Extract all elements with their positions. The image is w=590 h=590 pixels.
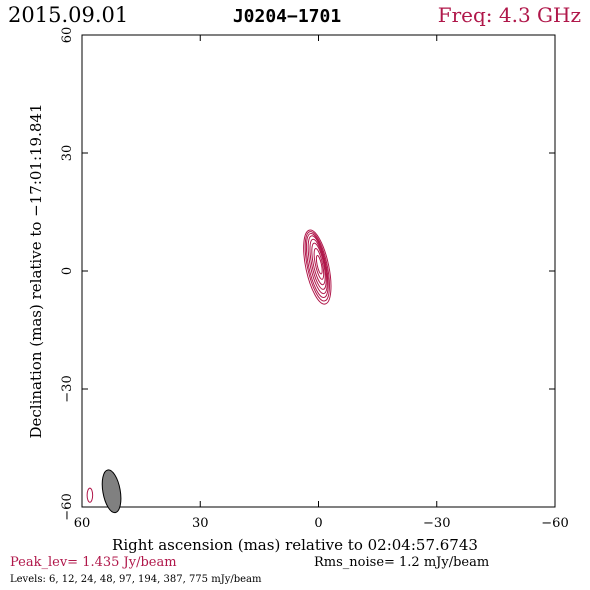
rms-noise: Rms_noise= 1.2 mJy/beam	[314, 555, 489, 570]
contour-line	[311, 242, 326, 286]
observation-date: 2015.09.01	[8, 3, 128, 27]
contour-line	[307, 235, 328, 295]
contour-line	[315, 254, 323, 275]
x-tick-label: 30	[192, 516, 209, 531]
contour-line	[313, 248, 325, 280]
restoring-beam-marker	[86, 487, 94, 503]
x-axis-label: Right ascension (mas) relative to 02:04:…	[112, 536, 478, 554]
y-tick-label: −30	[60, 375, 75, 402]
source-name: J0204−1701	[233, 6, 341, 27]
y-axis-label: Declination (mas) relative to −17:01:19.…	[27, 103, 45, 438]
contour-line	[309, 238, 327, 290]
source-contours	[303, 229, 332, 305]
beam-ellipse	[101, 469, 122, 514]
contour-levels: Levels: 6, 12, 24, 48, 97, 194, 387, 775…	[10, 574, 262, 585]
contour-line	[304, 231, 330, 302]
x-tick-label: −30	[423, 516, 450, 531]
contour-line	[305, 233, 329, 298]
y-tick-label: 30	[60, 145, 75, 162]
y-tick-label: 0	[60, 267, 75, 275]
x-tick-label: 60	[74, 516, 91, 531]
y-tick-label: 60	[60, 27, 75, 44]
x-tick-label: −60	[541, 516, 568, 531]
frequency-label: Freq: 4.3 GHz	[438, 3, 581, 27]
peak-level: Peak_lev= 1.435 Jy/beam	[10, 555, 177, 570]
x-tick-label: 0	[314, 516, 322, 531]
y-tick-label: −60	[60, 493, 75, 520]
contour-line	[303, 229, 332, 305]
